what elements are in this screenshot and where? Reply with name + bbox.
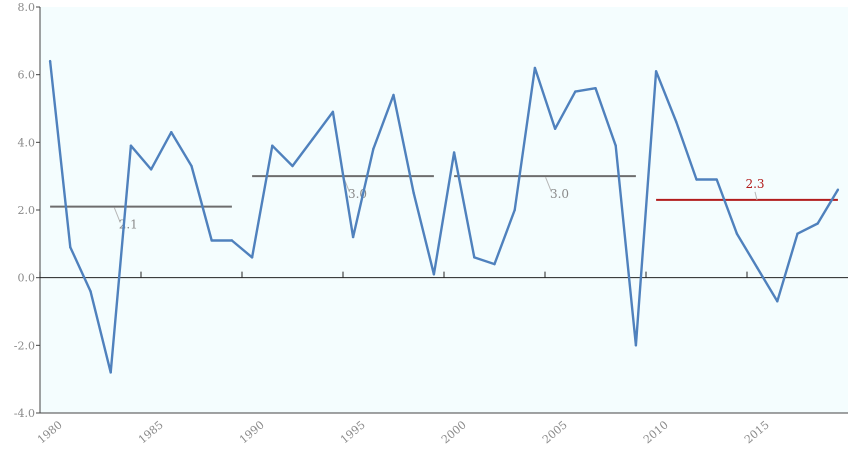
data-point [675,120,678,124]
data-point [331,110,335,114]
y-axis: 8.0 6.0 4.0 2.0 0.0 -2.0 -4.0 [14,1,41,420]
data-point [594,87,597,90]
data-point [452,151,456,154]
data-point [230,239,234,242]
data-point [695,178,698,181]
data-point [796,232,799,235]
y-tick-label: 4.0 [18,136,36,149]
data-point [654,70,658,73]
data-point [412,191,415,195]
data-point [634,344,638,347]
y-tick-label: 0.0 [18,272,36,285]
x-tick-label: 1995 [338,418,368,446]
data-point [210,239,213,242]
data-point [190,164,193,168]
data-point [311,137,314,141]
data-point [392,93,395,97]
x-tick-label: 2005 [540,418,570,446]
series-group [48,59,840,374]
average-leader [545,176,553,193]
data-point [473,256,476,259]
data-point [816,222,819,225]
data-point [372,147,375,151]
data-point [432,273,436,276]
data-point [553,127,557,130]
data-point [291,164,294,168]
x-tick-label: 2010 [641,418,671,446]
data-point [271,144,274,147]
data-point [48,59,52,63]
x-tick-label: 1980 [35,418,65,446]
data-point [735,232,739,235]
data-point [614,144,617,147]
y-tick-label: -2.0 [14,339,35,352]
x-tick-label: 1990 [237,418,267,446]
x-axis: 1980 1985 1990 1995 2000 2005 2010 2015 [35,412,848,446]
data-point [351,235,355,239]
x-tick-label: 2000 [439,418,469,446]
data-point [755,266,759,269]
data-point [513,208,516,212]
data-point [250,256,254,259]
data-point [836,188,840,191]
data-point [574,90,577,93]
average-leader [754,191,758,200]
average-label: 2.3 [745,177,764,191]
data-point [89,290,92,293]
y-tick-label: 2.0 [18,204,36,217]
data-point [129,144,133,147]
data-point [170,130,173,134]
data-point [109,371,112,374]
average-label: 3.0 [550,187,569,201]
data-point [715,178,718,181]
x-tick-label: 2015 [742,418,772,446]
data-point [149,168,153,171]
average-leader [113,207,121,223]
y-tick-label: 8.0 [18,1,36,14]
data-point [776,300,779,303]
data-point [69,246,72,249]
y-tick-label: -4.0 [14,407,35,420]
series-line [48,60,839,374]
average-label: 2.1 [119,218,138,232]
y-tick-label: 6.0 [18,69,36,82]
data-point [533,66,537,70]
data-point [493,262,496,266]
zero-baseline [39,271,848,279]
x-tick-label: 1985 [136,418,166,446]
